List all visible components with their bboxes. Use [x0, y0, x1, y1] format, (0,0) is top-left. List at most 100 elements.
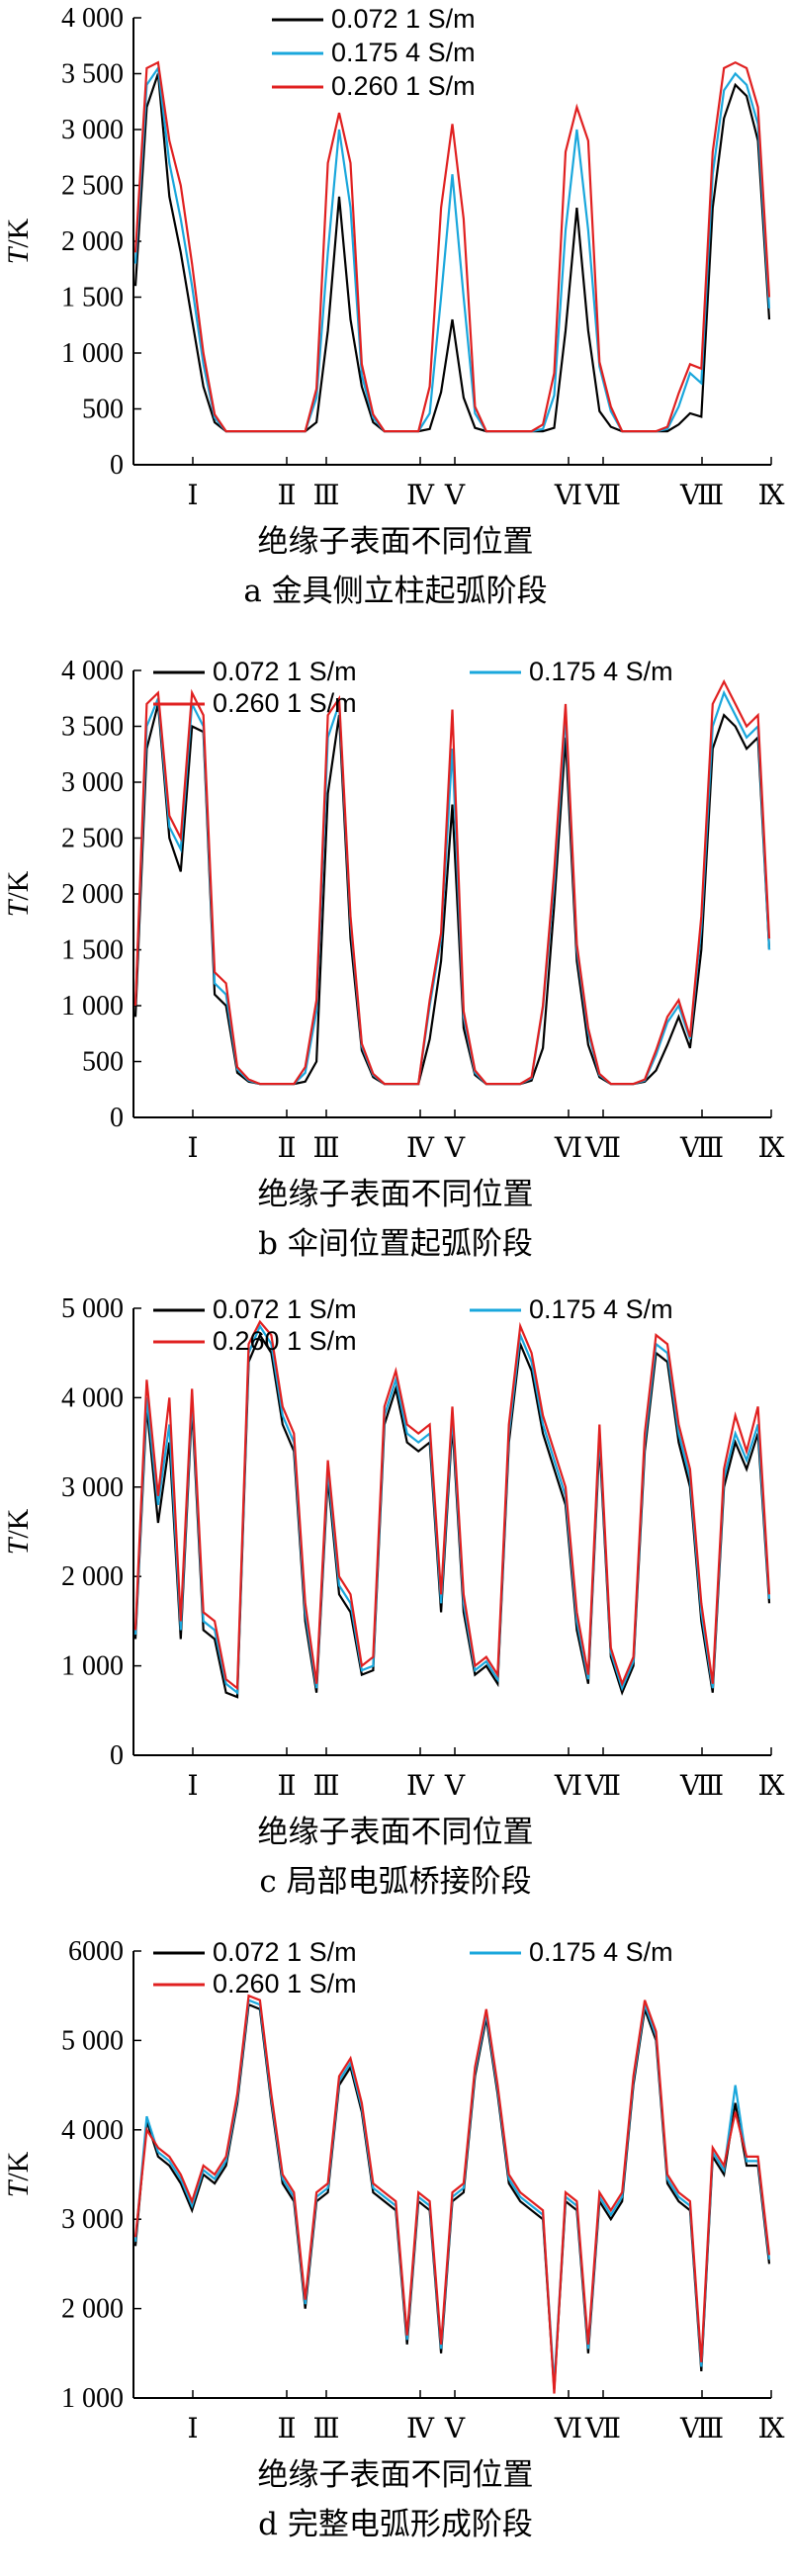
x-tick-label: Ⅷ [679, 1133, 724, 1164]
legend: 0.072 1 S/m 0.175 4 S/m 0.260 1 S/m [153, 1937, 673, 1999]
y-tick-label: 4 000 [61, 1382, 124, 1413]
temperature-chart-a: 0 500 1 000 1 500 2 000 2 500 3 000 3 500 4 000 T… [2, 3, 785, 511]
y-tick-label: 2 000 [61, 226, 124, 257]
x-tick-label: Ⅶ [584, 481, 621, 511]
series-line [133, 64, 771, 433]
y-tick-label: 3 000 [61, 2204, 124, 2235]
x-tick-label: Ⅳ [406, 1133, 435, 1164]
temperature-chart-b: 0 500 1 000 1 500 2 000 2 500 3 000 3 500 4 000 T… [2, 656, 785, 1164]
x-axis-label: 绝缘子表面不同位置 [257, 524, 534, 560]
x-tick-label: Ⅵ [554, 2414, 582, 2444]
temperature-chart-d: 1 000 2 000 3 000 4 000 5 000 6000 T/K Ⅰ Ⅱ Ⅲ Ⅳ Ⅴ Ⅵ Ⅶ Ⅷ… [2, 1936, 785, 2444]
y-tick-label: 1 000 [61, 1651, 124, 1682]
chart-caption: b 伞间位置起弧阶段 [258, 1226, 533, 1262]
x-tick-label: Ⅵ [554, 1133, 582, 1164]
y-tick-label: 3 500 [61, 59, 124, 90]
x-tick-label: Ⅳ [406, 1771, 435, 1802]
x-tick-label: Ⅱ [277, 2414, 296, 2444]
y-tick-label: 3 000 [61, 767, 124, 798]
y-tick-label: 2 500 [61, 824, 124, 854]
legend-label: 0.175 4 S/m [529, 1294, 673, 1324]
chart-caption: c 局部电弧桥接阶段 [259, 1864, 532, 1900]
x-tick-label: Ⅲ [312, 1771, 339, 1802]
chart-panel-d: 1 000 2 000 3 000 4 000 5 000 6000 T/K Ⅰ Ⅱ Ⅲ Ⅳ Ⅴ Ⅵ Ⅶ Ⅷ… [0, 1933, 791, 2576]
x-tick-label: Ⅸ [757, 2414, 784, 2444]
legend-label: 0.175 4 S/m [331, 38, 476, 67]
x-tick-label: Ⅸ [757, 1133, 784, 1164]
y-axis-label: T/K [2, 218, 35, 264]
y-axis-label: T/K [2, 2151, 35, 2197]
series-line [133, 1994, 771, 2394]
x-tick-label: Ⅰ [187, 1771, 198, 1802]
y-tick-label: 500 [82, 395, 124, 425]
x-tick-label: Ⅰ [187, 481, 198, 511]
x-tick-label: Ⅶ [584, 1771, 621, 1802]
y-tick-label: 3 000 [61, 1472, 124, 1503]
y-tick-label: 2 000 [61, 2294, 124, 2325]
series-line [133, 703, 771, 1086]
x-tick-label: Ⅷ [679, 1771, 724, 1802]
y-tick-label: 500 [82, 1047, 124, 1078]
y-tick-label: 5 000 [61, 2025, 124, 2056]
x-tick-label: Ⅵ [554, 1771, 582, 1802]
x-tick-label: Ⅸ [757, 1771, 784, 1802]
y-tick-label: 4 000 [61, 656, 124, 686]
y-tick-label: 0 [110, 1740, 124, 1771]
x-tick-label: Ⅰ [187, 1133, 198, 1164]
series-line [133, 689, 771, 1086]
legend-label: 0.072 1 S/m [213, 1937, 357, 1967]
y-tick-label: 3 500 [61, 712, 124, 743]
x-tick-label: Ⅲ [312, 2414, 339, 2444]
temperature-chart-c: 0 1 000 2 000 3 000 4 000 5 000 T/K Ⅰ Ⅱ Ⅲ Ⅳ Ⅴ Ⅵ Ⅶ Ⅷ Ⅸ 0.… [2, 1293, 785, 1802]
legend: 0.072 1 S/m 0.175 4 S/m 0.260 1 S/m [272, 4, 476, 101]
x-tick-label: Ⅱ [277, 1133, 296, 1164]
legend: 0.072 1 S/m 0.175 4 S/m 0.260 1 S/m [153, 1294, 673, 1356]
x-tick-label: Ⅲ [312, 1133, 339, 1164]
series-line [133, 60, 771, 433]
legend-label: 0.260 1 S/m [213, 1326, 357, 1356]
x-tick-label: Ⅳ [406, 481, 435, 511]
x-tick-label: Ⅷ [679, 2414, 724, 2444]
y-axis-label: T/K [2, 1508, 35, 1554]
y-axis-label: T/K [2, 870, 35, 917]
x-tick-label: Ⅶ [584, 2414, 621, 2444]
y-tick-label: 5 000 [61, 1293, 124, 1324]
y-tick-label: 1 000 [61, 2383, 124, 2414]
y-tick-label: 0 [110, 450, 124, 481]
series-line [133, 1319, 771, 1691]
series-line [133, 1323, 771, 1695]
y-tick-label: 1 000 [61, 338, 124, 369]
x-tick-label: Ⅱ [277, 481, 296, 511]
chart-panel-a: 0 500 1 000 1 500 2 000 2 500 3 000 3 500 4 000 T… [0, 0, 791, 643]
y-tick-label: 0 [110, 1103, 124, 1133]
x-tick-label: Ⅱ [277, 1771, 296, 1802]
y-tick-label: 6000 [68, 1936, 124, 1967]
x-tick-label: Ⅲ [312, 481, 339, 511]
chart-caption: a 金具侧立柱起弧阶段 [243, 574, 548, 609]
x-tick-label: Ⅳ [406, 2414, 435, 2444]
y-tick-label: 3 000 [61, 115, 124, 145]
y-tick-label: 1 500 [61, 935, 124, 966]
x-axis-label: 绝缘子表面不同位置 [257, 1177, 534, 1212]
y-tick-label: 1 000 [61, 991, 124, 1022]
x-tick-label: Ⅴ [444, 1771, 466, 1802]
y-tick-label: 1 500 [61, 283, 124, 313]
x-tick-label: Ⅴ [444, 1133, 466, 1164]
chart-panel-c: 0 1 000 2 000 3 000 4 000 5 000 T/K Ⅰ Ⅱ Ⅲ Ⅳ Ⅴ Ⅵ Ⅶ Ⅷ Ⅸ 0.… [0, 1290, 791, 1933]
x-axis-label: 绝缘子表面不同位置 [257, 1815, 534, 1850]
x-tick-label: Ⅷ [679, 481, 724, 511]
legend-label: 0.260 1 S/m [213, 1969, 357, 1999]
legend-label: 0.175 4 S/m [529, 657, 673, 686]
legend-label: 0.175 4 S/m [529, 1937, 673, 1967]
chart-panel-b: 0 500 1 000 1 500 2 000 2 500 3 000 3 500 4 000 T… [0, 653, 791, 1295]
y-tick-label: 4 000 [61, 2115, 124, 2146]
legend: 0.072 1 S/m 0.175 4 S/m 0.260 1 S/m [153, 657, 673, 718]
x-tick-label: Ⅵ [554, 481, 582, 511]
x-tick-label: Ⅴ [444, 481, 466, 511]
chart-caption: d 完整电弧形成阶段 [258, 2507, 533, 2542]
legend-label: 0.260 1 S/m [331, 71, 476, 101]
series-line [133, 678, 771, 1086]
y-tick-label: 2 000 [61, 1561, 124, 1592]
legend-label: 0.072 1 S/m [331, 4, 476, 34]
x-tick-label: Ⅶ [584, 1133, 621, 1164]
